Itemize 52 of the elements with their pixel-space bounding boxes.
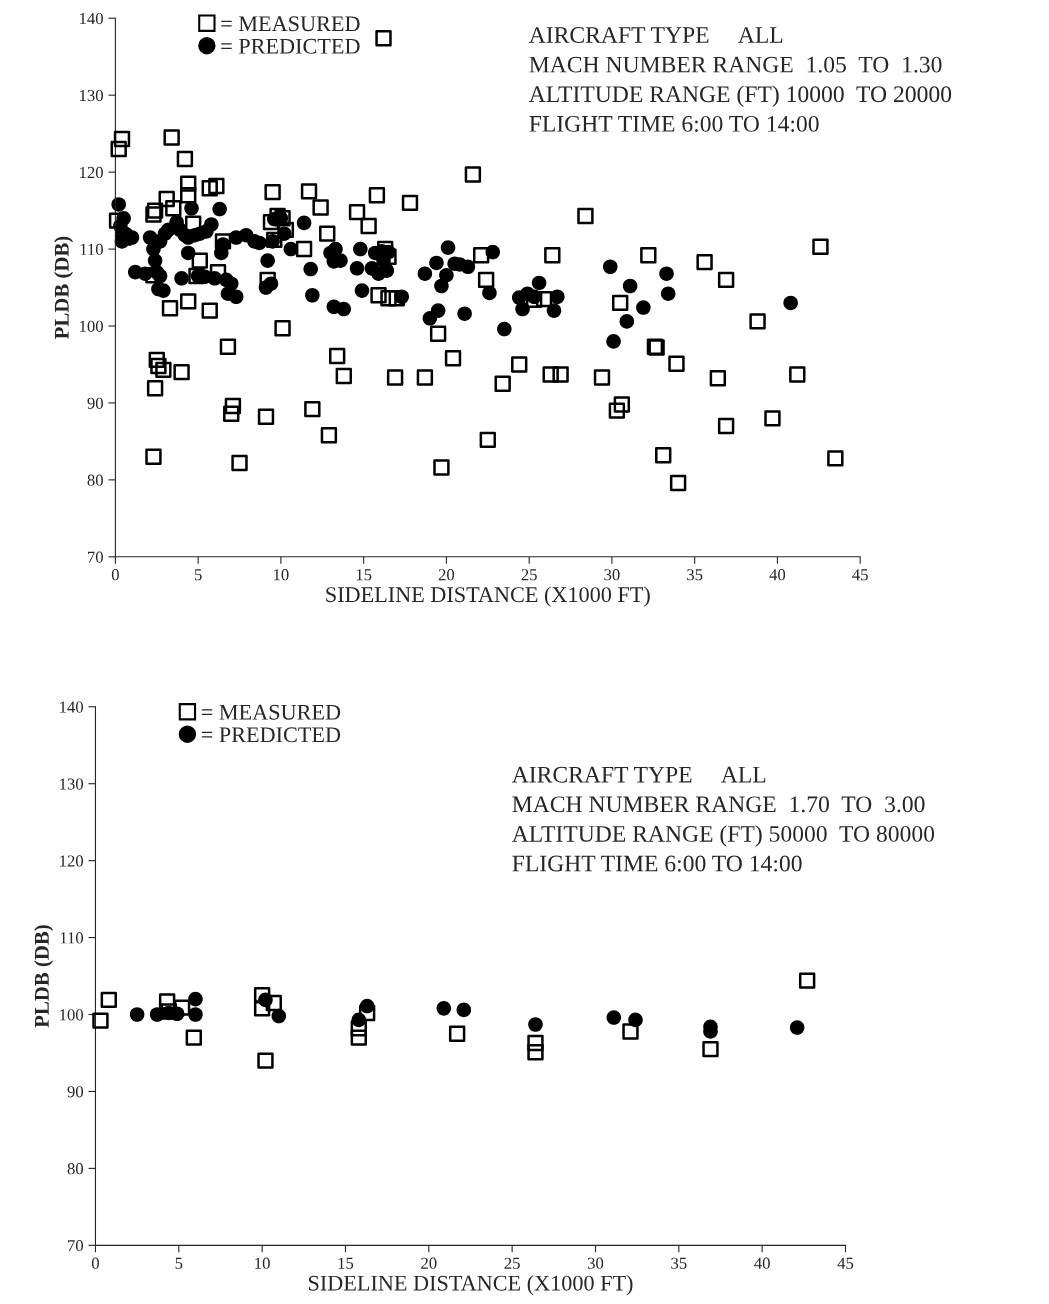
x-tick-label: 30 <box>604 569 620 581</box>
y-tick-label: 130 <box>80 89 103 102</box>
x-tick-label: 0 <box>111 569 119 581</box>
y-axis-title: PLDB (DB) <box>34 925 54 1028</box>
x-tick-label: 20 <box>421 1257 437 1269</box>
y-tick-label: 100 <box>80 320 103 332</box>
annotation: ALTITUDE RANGE (FT) 50000 TO 80000 <box>511 825 935 847</box>
x-axis-title: SIDELINE DISTANCE (X1000 FT) <box>308 1275 633 1296</box>
x-tick-label: 30 <box>587 1257 604 1269</box>
y-tick-label: 110 <box>80 243 103 256</box>
x-tick-label: 40 <box>754 1257 770 1269</box>
x-tick-label: 35 <box>687 569 703 581</box>
annotation: AIRCRAFT TYPE ALL <box>528 27 783 43</box>
x-tick-label: 25 <box>521 569 537 581</box>
x-tick-label: 15 <box>356 569 372 581</box>
annotation: FLIGHT TIME 6:00 TO 14:00 <box>529 115 819 132</box>
y-tick-label: 120 <box>60 855 84 867</box>
legend-label: = PREDICTED <box>221 38 360 54</box>
x-tick-label: 45 <box>852 569 868 581</box>
x-tick-label: 35 <box>671 1257 687 1269</box>
legend-label: = PREDICTED <box>201 727 341 743</box>
legend-label: = MEASURED <box>221 16 360 32</box>
annotation: FLIGHT TIME 6:00 TO 14:00 <box>512 855 802 872</box>
x-tick-label: 20 <box>438 569 455 581</box>
x-tick-label: 10 <box>274 569 289 581</box>
x-tick-label: 5 <box>194 569 202 581</box>
y-tick-label: 90 <box>87 397 103 409</box>
x-tick-label: 5 <box>175 1257 183 1269</box>
legend-label: = MEASURED <box>201 704 341 720</box>
y-tick-label: 70 <box>88 551 103 563</box>
y-tick-label: 80 <box>67 1163 84 1175</box>
x-tick-label: 40 <box>769 569 786 581</box>
x-tick-label: 15 <box>338 1257 354 1269</box>
y-tick-label: 70 <box>68 1240 84 1252</box>
x-tick-label: 10 <box>255 1257 270 1269</box>
y-tick-label: 80 <box>87 474 103 486</box>
y-axis-title: PLDB (DB) <box>54 236 74 339</box>
y-tick-label: 100 <box>60 1009 84 1021</box>
y-tick-label: 110 <box>60 932 84 944</box>
annotation: AIRCRAFT TYPE ALL <box>511 766 766 783</box>
annotation: ALTITUDE RANGE (FT) 10000 TO 20000 <box>528 85 952 107</box>
y-tick-label: 130 <box>60 778 84 790</box>
y-tick-label: 140 <box>60 701 84 713</box>
x-tick-label: 45 <box>837 1257 854 1269</box>
y-tick-label: 120 <box>80 166 103 179</box>
x-tick-label: 25 <box>504 1257 520 1269</box>
x-tick-label: 0 <box>91 1257 99 1269</box>
y-tick-label: 140 <box>80 12 103 25</box>
y-tick-label: 90 <box>67 1086 84 1098</box>
annotation: MACH NUMBER RANGE 1.05 TO 1.30 <box>529 56 942 73</box>
x-axis-title: SIDELINE DISTANCE (X1000 FT) <box>326 586 650 607</box>
annotation: MACH NUMBER RANGE 1.70 TO 3.00 <box>512 796 925 813</box>
